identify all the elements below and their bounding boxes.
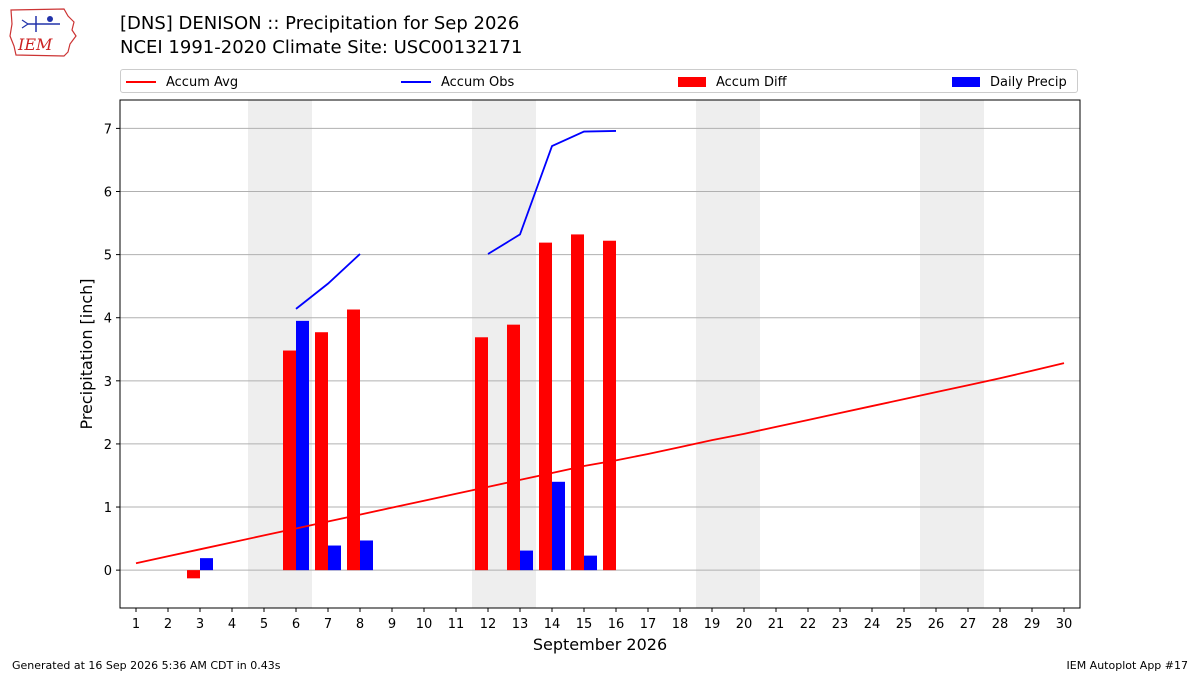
x-tick-label: 1 [132, 617, 140, 632]
x-tick-label: 27 [960, 617, 977, 632]
bar-daily-precip [552, 481, 565, 571]
x-tick-label: 8 [356, 617, 364, 632]
legend-label: Accum Diff [716, 74, 787, 90]
legend-item-accum-obs: Accum Obs [401, 73, 514, 91]
x-tick-label: 20 [736, 617, 753, 632]
y-tick-label: 3 [104, 375, 112, 390]
legend-swatch [126, 81, 156, 83]
app-credit: IEM Autoplot App #17 [1066, 659, 1189, 672]
chart-title: [DNS] DENISON :: Precipitation for Sep 2… [120, 13, 520, 34]
x-tick-label: 14 [544, 617, 561, 632]
x-tick-label: 29 [1024, 617, 1041, 632]
y-tick-label: 1 [104, 501, 112, 516]
bar-daily-precip [520, 550, 533, 571]
y-tick-label: 4 [104, 312, 112, 327]
legend-label: Daily Precip [990, 74, 1067, 90]
bar-accum-diff [187, 570, 200, 579]
line-accum-obs [295, 253, 361, 310]
bar-daily-precip [584, 555, 597, 571]
x-tick-label: 25 [896, 617, 913, 632]
x-tick-label: 12 [480, 617, 497, 632]
x-tick-label: 23 [832, 617, 849, 632]
x-tick-label: 22 [800, 617, 817, 632]
line-accum-obs [487, 130, 617, 255]
x-tick-label: 21 [768, 617, 785, 632]
x-tick-label: 2 [164, 617, 172, 632]
x-tick-label: 4 [228, 617, 236, 632]
x-tick-label: 16 [608, 617, 625, 632]
bar-accum-diff [475, 337, 488, 571]
x-tick-label: 17 [640, 617, 657, 632]
plot-frame [119, 99, 1081, 609]
legend-swatch [952, 77, 980, 87]
y-tick-label: 5 [104, 249, 112, 264]
x-tick-label: 28 [992, 617, 1009, 632]
legend-item-accum-diff: Accum Diff [678, 73, 787, 91]
line-accum-avg [135, 362, 1065, 565]
x-tick-label: 19 [704, 617, 721, 632]
x-tick-label: 9 [388, 617, 396, 632]
legend-label: Accum Obs [441, 74, 515, 90]
generated-timestamp: Generated at 16 Sep 2026 5:36 AM CDT in … [12, 659, 281, 672]
y-tick-label: 2 [104, 438, 112, 453]
x-tick-label: 3 [196, 617, 204, 632]
bar-accum-diff [283, 350, 296, 571]
x-tick-label: 24 [864, 617, 881, 632]
iem-logo: IEM [9, 8, 77, 57]
legend-swatch [401, 81, 431, 83]
bar-accum-diff [315, 332, 328, 571]
x-tick-label: 30 [1056, 617, 1073, 632]
x-tick-label: 10 [416, 617, 433, 632]
bar-daily-precip [200, 558, 213, 571]
x-tick-label: 26 [928, 617, 945, 632]
bar-daily-precip [328, 545, 341, 571]
bar-accum-diff [539, 242, 552, 571]
x-tick-label: 13 [512, 617, 529, 632]
x-tick-label: 6 [292, 617, 300, 632]
x-tick-label: 15 [576, 617, 593, 632]
legend-item-daily-precip: Daily Precip [952, 73, 1067, 91]
bar-daily-precip [296, 320, 309, 571]
legend-swatch [678, 77, 706, 87]
chart-subtitle: NCEI 1991-2020 Climate Site: USC00132171 [120, 37, 523, 58]
x-tick-label: 11 [448, 617, 465, 632]
weekend-shade [696, 100, 760, 608]
bar-accum-diff [603, 240, 616, 571]
y-tick-label: 7 [104, 122, 112, 137]
bar-accum-diff [507, 324, 520, 571]
weather-station-icon [21, 16, 60, 32]
y-axis-label: Precipitation [inch] [77, 278, 96, 429]
legend-label: Accum Avg [166, 74, 239, 90]
weekend-shade [920, 100, 984, 608]
x-tick-label: 18 [672, 617, 689, 632]
bar-daily-precip [360, 540, 373, 571]
bar-accum-diff [347, 309, 360, 571]
legend-item-accum-avg: Accum Avg [126, 73, 238, 91]
legend: Accum Avg Accum Obs Accum Diff Daily Pre… [120, 69, 1078, 93]
y-tick-label: 6 [104, 186, 112, 201]
bar-accum-diff [571, 234, 584, 571]
x-tick-label: 5 [260, 617, 268, 632]
x-tick-label: 7 [324, 617, 332, 632]
logo-text: IEM [17, 35, 53, 54]
x-axis-label: September 2026 [533, 635, 667, 654]
y-tick-label: 0 [104, 564, 112, 579]
